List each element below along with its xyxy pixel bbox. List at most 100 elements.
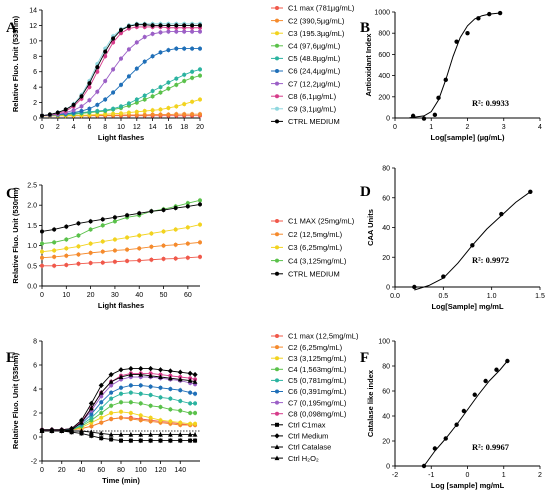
data-point bbox=[158, 432, 163, 437]
data-point bbox=[161, 208, 166, 213]
legend-marker bbox=[275, 69, 279, 73]
data-point bbox=[443, 77, 448, 83]
y-tick-label: 4 bbox=[33, 387, 37, 394]
data-point bbox=[190, 23, 195, 28]
legend-marker bbox=[274, 433, 280, 439]
legend-marker bbox=[275, 356, 279, 361]
data-point bbox=[198, 67, 202, 72]
data-point bbox=[76, 252, 81, 257]
y-tick-label: 0 bbox=[386, 464, 390, 471]
y-tick-label: 2 bbox=[33, 100, 37, 107]
y-tick-label: 60 bbox=[382, 195, 390, 202]
data-point bbox=[441, 274, 446, 279]
data-point bbox=[174, 82, 179, 87]
y-tick-label: 80 bbox=[382, 166, 390, 173]
data-point bbox=[99, 420, 104, 425]
data-point bbox=[108, 372, 114, 378]
data-point bbox=[150, 108, 155, 113]
legend-label: C4 (97,6µg/mL) bbox=[288, 42, 341, 51]
y-tick-label: 40 bbox=[382, 414, 390, 421]
y-tick-label: 0 bbox=[386, 116, 390, 123]
y-tick-label: 6 bbox=[33, 69, 37, 76]
data-point bbox=[188, 438, 193, 443]
x-tick-label: 80 bbox=[117, 467, 125, 474]
data-point bbox=[182, 102, 187, 107]
chart-panel-c: 0.0 0.5 1.0 1.5 2.0 2.5 0 10 20 30 40 50 60 Light fla… bbox=[6, 183, 355, 311]
x-tick-label: 0.0 bbox=[390, 293, 400, 300]
data-point bbox=[40, 263, 44, 268]
legend-label: C5 (0,781mg/mL) bbox=[288, 376, 347, 385]
x-tick-label: 18 bbox=[180, 124, 188, 131]
data-point bbox=[142, 35, 147, 39]
legend-label: C4 (3,125mg/mL) bbox=[288, 256, 347, 265]
data-point bbox=[193, 391, 198, 396]
data-point bbox=[193, 401, 198, 406]
x-axis-title: Light flashes bbox=[98, 133, 144, 142]
data-point bbox=[198, 23, 202, 28]
fit-curve bbox=[409, 12, 501, 119]
x-tick-label: 8 bbox=[103, 124, 107, 131]
data-point bbox=[528, 189, 533, 194]
data-point bbox=[128, 366, 134, 372]
data-point bbox=[198, 112, 202, 117]
data-point bbox=[188, 421, 193, 426]
series-line bbox=[41, 241, 201, 259]
y-tick-label: 100 bbox=[378, 339, 390, 346]
data-point bbox=[128, 390, 133, 395]
panel-letter: E bbox=[6, 350, 16, 366]
x-tick-label: 10 bbox=[62, 292, 70, 299]
data-point bbox=[88, 241, 93, 246]
y-axis-title: Catalase like index bbox=[366, 369, 375, 437]
data-point bbox=[89, 412, 94, 417]
data-point bbox=[138, 401, 143, 406]
data-point bbox=[52, 254, 57, 259]
x-tick-label: 6 bbox=[87, 124, 91, 131]
data-point bbox=[166, 23, 171, 28]
legend-marker bbox=[275, 345, 279, 350]
x-tick-label: 12 bbox=[133, 124, 141, 131]
data-point bbox=[142, 59, 147, 64]
data-point bbox=[63, 107, 68, 112]
data-point bbox=[158, 50, 163, 55]
data-point bbox=[109, 396, 114, 401]
data-point bbox=[148, 373, 154, 378]
data-point bbox=[100, 217, 105, 222]
series-line bbox=[41, 203, 201, 232]
data-point bbox=[128, 432, 134, 437]
data-point bbox=[483, 378, 488, 384]
data-point bbox=[100, 239, 105, 244]
data-point bbox=[98, 382, 104, 388]
data-point bbox=[109, 417, 114, 421]
data-point bbox=[52, 240, 57, 245]
data-point bbox=[150, 23, 155, 28]
data-point bbox=[52, 227, 57, 232]
data-point bbox=[443, 436, 448, 441]
legend-marker bbox=[274, 444, 280, 449]
data-point bbox=[40, 255, 44, 260]
data-point bbox=[187, 432, 193, 437]
data-point bbox=[128, 400, 133, 405]
data-point bbox=[193, 421, 198, 426]
data-point bbox=[178, 408, 183, 413]
legend-marker bbox=[275, 94, 279, 99]
data-point bbox=[182, 23, 187, 28]
data-point bbox=[112, 219, 117, 224]
data-point bbox=[119, 400, 123, 405]
fit-curve bbox=[423, 360, 508, 467]
y-tick-label: 40 bbox=[382, 225, 390, 232]
data-point bbox=[138, 391, 143, 396]
data-point bbox=[150, 31, 155, 36]
data-point bbox=[174, 112, 179, 117]
data-point bbox=[188, 390, 193, 395]
x-tick-label: 30 bbox=[111, 292, 119, 299]
data-point bbox=[137, 211, 142, 216]
y-axis-title: Relative Fluo. Unit (535nm) bbox=[11, 15, 20, 112]
data-point bbox=[119, 104, 123, 109]
data-point bbox=[174, 46, 179, 51]
legend-marker bbox=[275, 18, 279, 23]
data-point bbox=[119, 28, 123, 33]
data-point bbox=[71, 102, 76, 107]
data-point bbox=[64, 262, 69, 267]
y-tick-label: 1.5 bbox=[27, 223, 37, 230]
data-point bbox=[182, 46, 187, 51]
